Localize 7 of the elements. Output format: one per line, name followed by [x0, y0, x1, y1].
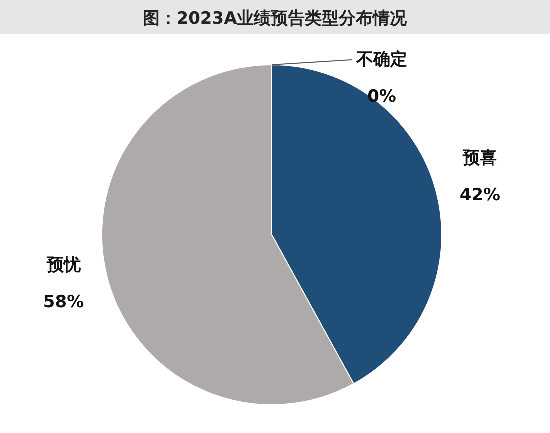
- data-label: 58%: [43, 292, 84, 312]
- data-label: 42%: [460, 186, 501, 206]
- chart-title: 图：2023A业绩预告类型分布情况: [142, 9, 408, 29]
- text: 0%: [368, 87, 396, 107]
- slice-label: 预忧: [46, 255, 82, 276]
- legend-label: 不确定: [356, 50, 408, 70]
- slice-label: 预喜: [462, 148, 498, 169]
